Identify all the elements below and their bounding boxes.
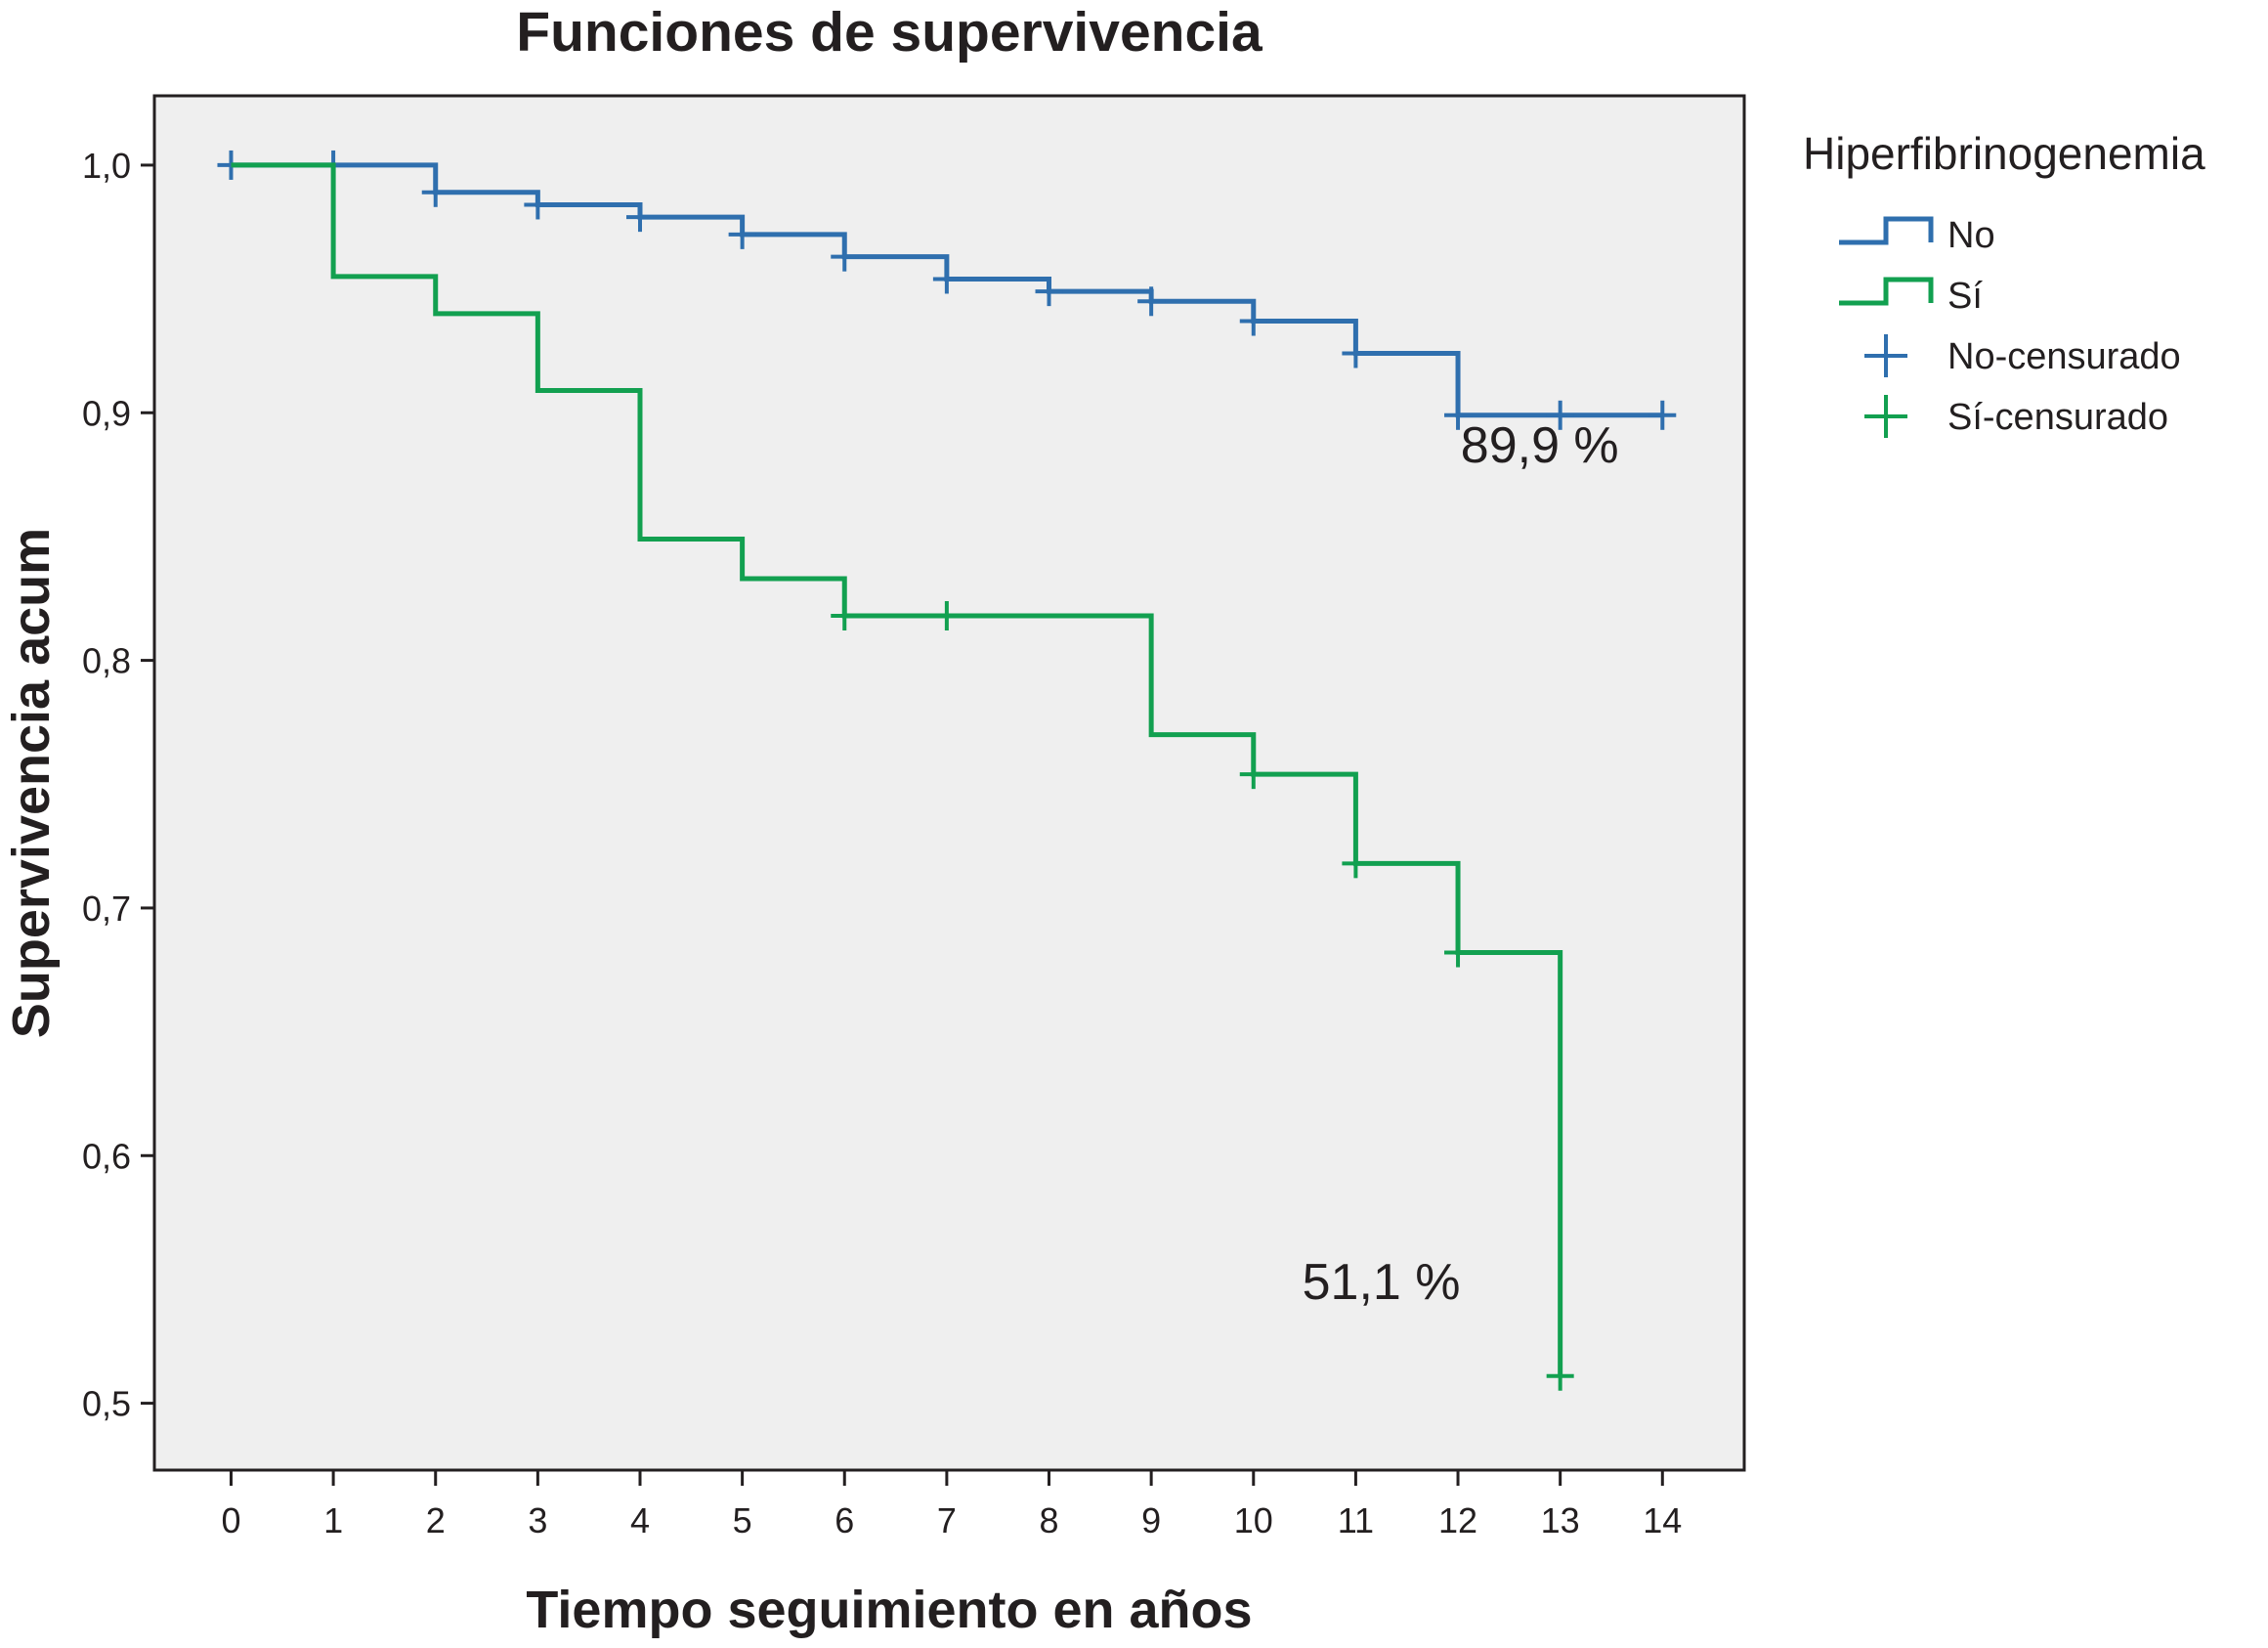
x-tick-label: 8 [1039, 1500, 1058, 1540]
y-tick-label: 0,6 [82, 1136, 131, 1176]
x-tick-label: 10 [1234, 1500, 1273, 1540]
x-tick-label: 11 [1338, 1500, 1374, 1540]
plot-area [152, 94, 1746, 1472]
legend-label: Sí [1947, 276, 1983, 317]
x-tick-label: 2 [426, 1500, 446, 1540]
x-tick-label: 9 [1141, 1500, 1161, 1540]
annotation-label: 89,9 % [1461, 417, 1619, 474]
legend-title: Hiperfibrinogenemia [1803, 128, 2205, 179]
x-tick-label: 3 [528, 1500, 547, 1540]
legend-line-symbol [1839, 277, 1934, 306]
y-tick-label: 0,5 [82, 1384, 131, 1424]
legend-line-symbol [1839, 216, 1934, 245]
x-tick-label: 4 [630, 1500, 650, 1540]
x-tick-label: 12 [1438, 1500, 1477, 1540]
x-tick-label: 5 [733, 1500, 752, 1540]
y-tick-label: 0,7 [82, 889, 131, 929]
y-axis: 0,5 0,6 0,7 0,8 0,9 1,0 [82, 146, 154, 1424]
chart-title: Funciones de supervivencia [516, 1, 1263, 64]
y-axis-title: Supervivencia acum [2, 528, 61, 1038]
legend-item: Sí-censurado [1864, 395, 2168, 438]
legend-label: Sí-censurado [1947, 397, 2168, 438]
y-tick-label: 0,9 [82, 393, 131, 433]
x-tick-label: 13 [1541, 1500, 1580, 1540]
series-layer [217, 150, 1677, 1391]
series-line-si [231, 162, 1563, 1376]
y-tick-label: 1,0 [82, 146, 131, 186]
legend-label: No-censurado [1947, 336, 2181, 377]
x-tick-label: 1 [323, 1500, 343, 1540]
series-si [231, 162, 1574, 1391]
legend: Hiperfibrinogenemia No Sí No-censurado Sí-c… [1803, 128, 2205, 438]
x-tick-label: 6 [834, 1500, 854, 1540]
x-tick-label: 7 [937, 1500, 957, 1540]
legend-item: No-censurado [1864, 334, 2181, 377]
x-axis: 0 1 2 3 4 5 6 7 8 9 10 11 12 13 14 [221, 1470, 1682, 1540]
x-axis-title: Tiempo seguimiento en años [526, 1581, 1252, 1639]
y-tick-label: 0,8 [82, 641, 131, 681]
x-tick-label: 14 [1643, 1500, 1682, 1540]
legend-item: Sí [1839, 276, 1983, 317]
legend-label: No [1947, 215, 1995, 256]
legend-item: No [1839, 215, 1995, 256]
annotations: 89,9 % 51,1 % [1303, 417, 1619, 1311]
annotation-label: 51,1 % [1303, 1254, 1461, 1311]
x-tick-label: 0 [221, 1500, 240, 1540]
